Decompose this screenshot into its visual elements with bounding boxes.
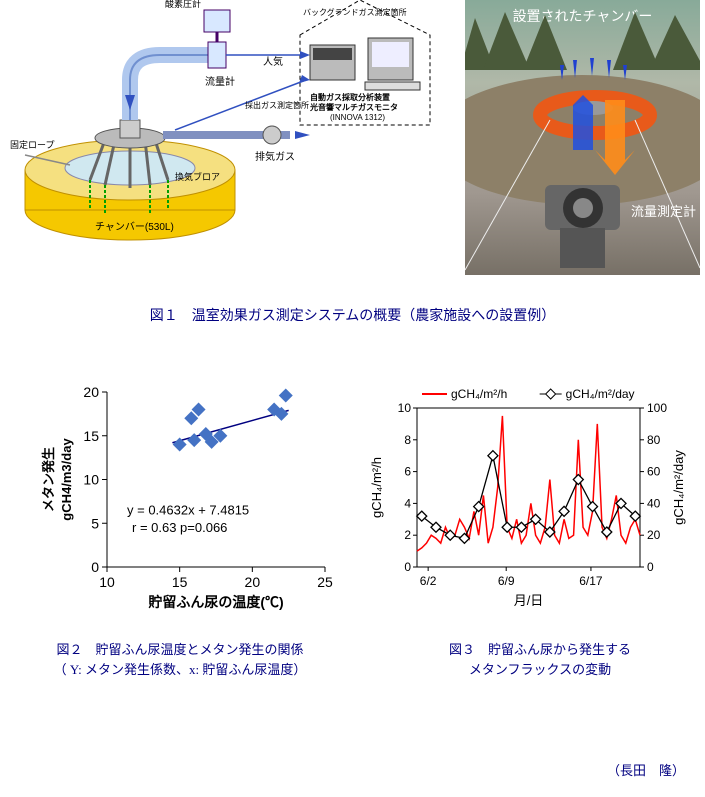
fig2-caption-l1: 図２ 貯留ふん尿温度とメタン発生の関係 (56, 642, 303, 657)
analyzer-model: (INNOVA 1312) (330, 113, 385, 122)
svg-text:gCH₄/m²/day: gCH₄/m²/day (671, 450, 686, 525)
bg-gas-label: バックグランドガス測定箇所 (303, 7, 407, 17)
figure-1-row: チャンバー(530L) 流量計 酸素圧計 (0, 0, 705, 280)
svg-text:0: 0 (647, 560, 654, 574)
svg-text:15: 15 (83, 428, 99, 444)
svg-text:6/9: 6/9 (498, 574, 515, 588)
svg-text:20: 20 (83, 384, 99, 400)
svg-text:10: 10 (398, 401, 412, 415)
fig3-caption-l2: メタンフラックスの変動 (469, 662, 611, 677)
svg-text:80: 80 (647, 433, 661, 447)
author-credit: （長田 隆） (607, 760, 685, 779)
figure-2-caption: 図２ 貯留ふん尿温度とメタン発生の関係 （ Y: メタン発生係数、x: 貯留ふん… (10, 640, 350, 679)
o2-sensor-label: 酸素圧計 (165, 0, 201, 9)
svg-text:gCH4/m3/day: gCH4/m3/day (59, 438, 74, 521)
figure-2-chart: 0 5 10 15 20 10 15 20 25 y = 0.4632x + 7.4815 r = … (35, 380, 335, 615)
figure-1-photo: 設置されたチャンバー (465, 0, 700, 275)
svg-text:2: 2 (404, 528, 411, 542)
figure-3-chart: 02468100204060801006/26/96/17gCH₄/m²/hgC… (365, 380, 695, 615)
svg-text:8: 8 (404, 433, 411, 447)
svg-text:0: 0 (91, 559, 99, 575)
photo-bottom-label: 流量測定計 (631, 201, 696, 220)
figure-1-caption: 図１ 温室効果ガス測定システムの概要（農家施設への設置例） (0, 305, 705, 325)
rope-label: 固定ロープ (10, 139, 54, 150)
svg-text:gCH₄/m²/day: gCH₄/m²/day (566, 387, 635, 401)
svg-text:メタン発生: メタン発生 (41, 447, 56, 512)
chamber-label: チャンバー(530L) (95, 221, 174, 233)
figure-3-caption: 図３ 貯留ふん尿から発生する メタンフラックスの変動 (400, 640, 680, 679)
fig3-caption-l1: 図３ 貯留ふん尿から発生する (449, 642, 631, 657)
svg-text:y = 0.4632x + 7.4815: y = 0.4632x + 7.4815 (127, 503, 249, 518)
svg-text:100: 100 (647, 401, 667, 415)
svg-text:0: 0 (404, 560, 411, 574)
svg-text:6/2: 6/2 (420, 574, 437, 588)
svg-text:r = 0.63 p=0.066: r = 0.63 p=0.066 (132, 520, 227, 535)
blower-label: 換気ブロア (175, 171, 220, 182)
analyzer-sub: 光音響マルチガスモニタ (309, 102, 398, 112)
svg-text:10: 10 (99, 574, 115, 590)
analyzer-title: 自動ガス採取分析装置 (310, 92, 390, 102)
svg-text:20: 20 (245, 574, 261, 590)
svg-text:gCH₄/m²/h: gCH₄/m²/h (369, 457, 384, 518)
exhaust-gas-label: 排気ガス (255, 150, 295, 163)
svg-text:6/17: 6/17 (579, 574, 603, 588)
svg-text:4: 4 (404, 496, 411, 510)
air-in-label: 人気 (263, 55, 283, 68)
svg-text:月/日: 月/日 (514, 593, 544, 608)
svg-text:gCH₄/m²/h: gCH₄/m²/h (451, 387, 507, 401)
svg-text:6: 6 (404, 465, 411, 479)
fig2-caption-l2: （ Y: メタン発生係数、x: 貯留ふん尿温度） (54, 662, 307, 677)
svg-text:貯留ふん尿の温度(℃): 貯留ふん尿の温度(℃) (148, 594, 283, 610)
svg-text:15: 15 (172, 574, 188, 590)
chamber-gas-label: 採出ガス測定箇所 (245, 100, 309, 110)
flowmeter-label: 流量計 (205, 75, 235, 88)
svg-text:20: 20 (647, 528, 661, 542)
svg-text:60: 60 (647, 465, 661, 479)
figure-1-diagram: チャンバー(530L) 流量計 酸素圧計 (10, 0, 465, 275)
svg-text:40: 40 (647, 496, 661, 510)
svg-text:5: 5 (91, 515, 99, 531)
svg-text:25: 25 (317, 574, 333, 590)
svg-text:10: 10 (83, 472, 99, 488)
